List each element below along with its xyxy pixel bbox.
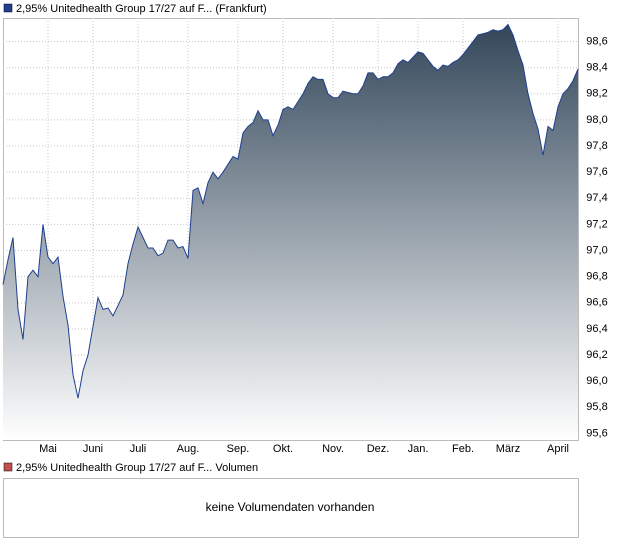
y-tick-label: 97,0	[586, 244, 607, 256]
y-tick-label: 96,8	[586, 271, 607, 283]
y-tick-label: 96,2	[586, 349, 607, 361]
y-tick-label: 97,6	[586, 166, 607, 178]
x-tick-label: Nov.	[322, 443, 344, 455]
y-tick-label: 97,4	[586, 192, 607, 204]
x-tick-label: Sep.	[227, 443, 250, 455]
y-tick-label: 98,0	[586, 114, 607, 126]
x-tick-label: Jan.	[408, 443, 429, 455]
volume-message: keine Volumendaten vorhanden	[206, 500, 375, 514]
y-tick-label: 98,4	[586, 62, 607, 74]
y-tick-label: 96,0	[586, 375, 607, 387]
x-tick-label: Feb.	[452, 443, 474, 455]
x-tick-label: Aug.	[177, 443, 200, 455]
y-tick-label: 95,6	[586, 427, 607, 439]
y-tick-label: 98,6	[586, 35, 607, 47]
legend-label: 2,95% Unitedhealth Group 17/27 auf F... …	[16, 462, 258, 474]
y-tick-label: 96,6	[586, 297, 607, 309]
legend-swatch	[3, 3, 13, 13]
y-tick-label: 97,8	[586, 140, 607, 152]
x-tick-label: Juli	[130, 443, 147, 455]
x-tick-label: April	[547, 443, 569, 455]
area	[3, 24, 578, 441]
x-tick-label: Mai	[39, 443, 57, 455]
x-tick-label: Dez.	[367, 443, 390, 455]
y-tick-label: 98,2	[586, 88, 607, 100]
volume-panel	[3, 478, 579, 538]
x-tick-label: Juni	[83, 443, 103, 455]
y-tick-label: 97,2	[586, 218, 607, 230]
line	[2, 23, 579, 399]
x-tick-label: Okt.	[273, 443, 293, 455]
legend-label: 2,95% Unitedhealth Group 17/27 auf F... …	[16, 3, 267, 15]
x-tick-label: März	[496, 443, 520, 455]
legend-swatch	[3, 462, 13, 472]
y-tick-label: 95,8	[586, 401, 607, 413]
y-tick-label: 96,4	[586, 323, 607, 335]
